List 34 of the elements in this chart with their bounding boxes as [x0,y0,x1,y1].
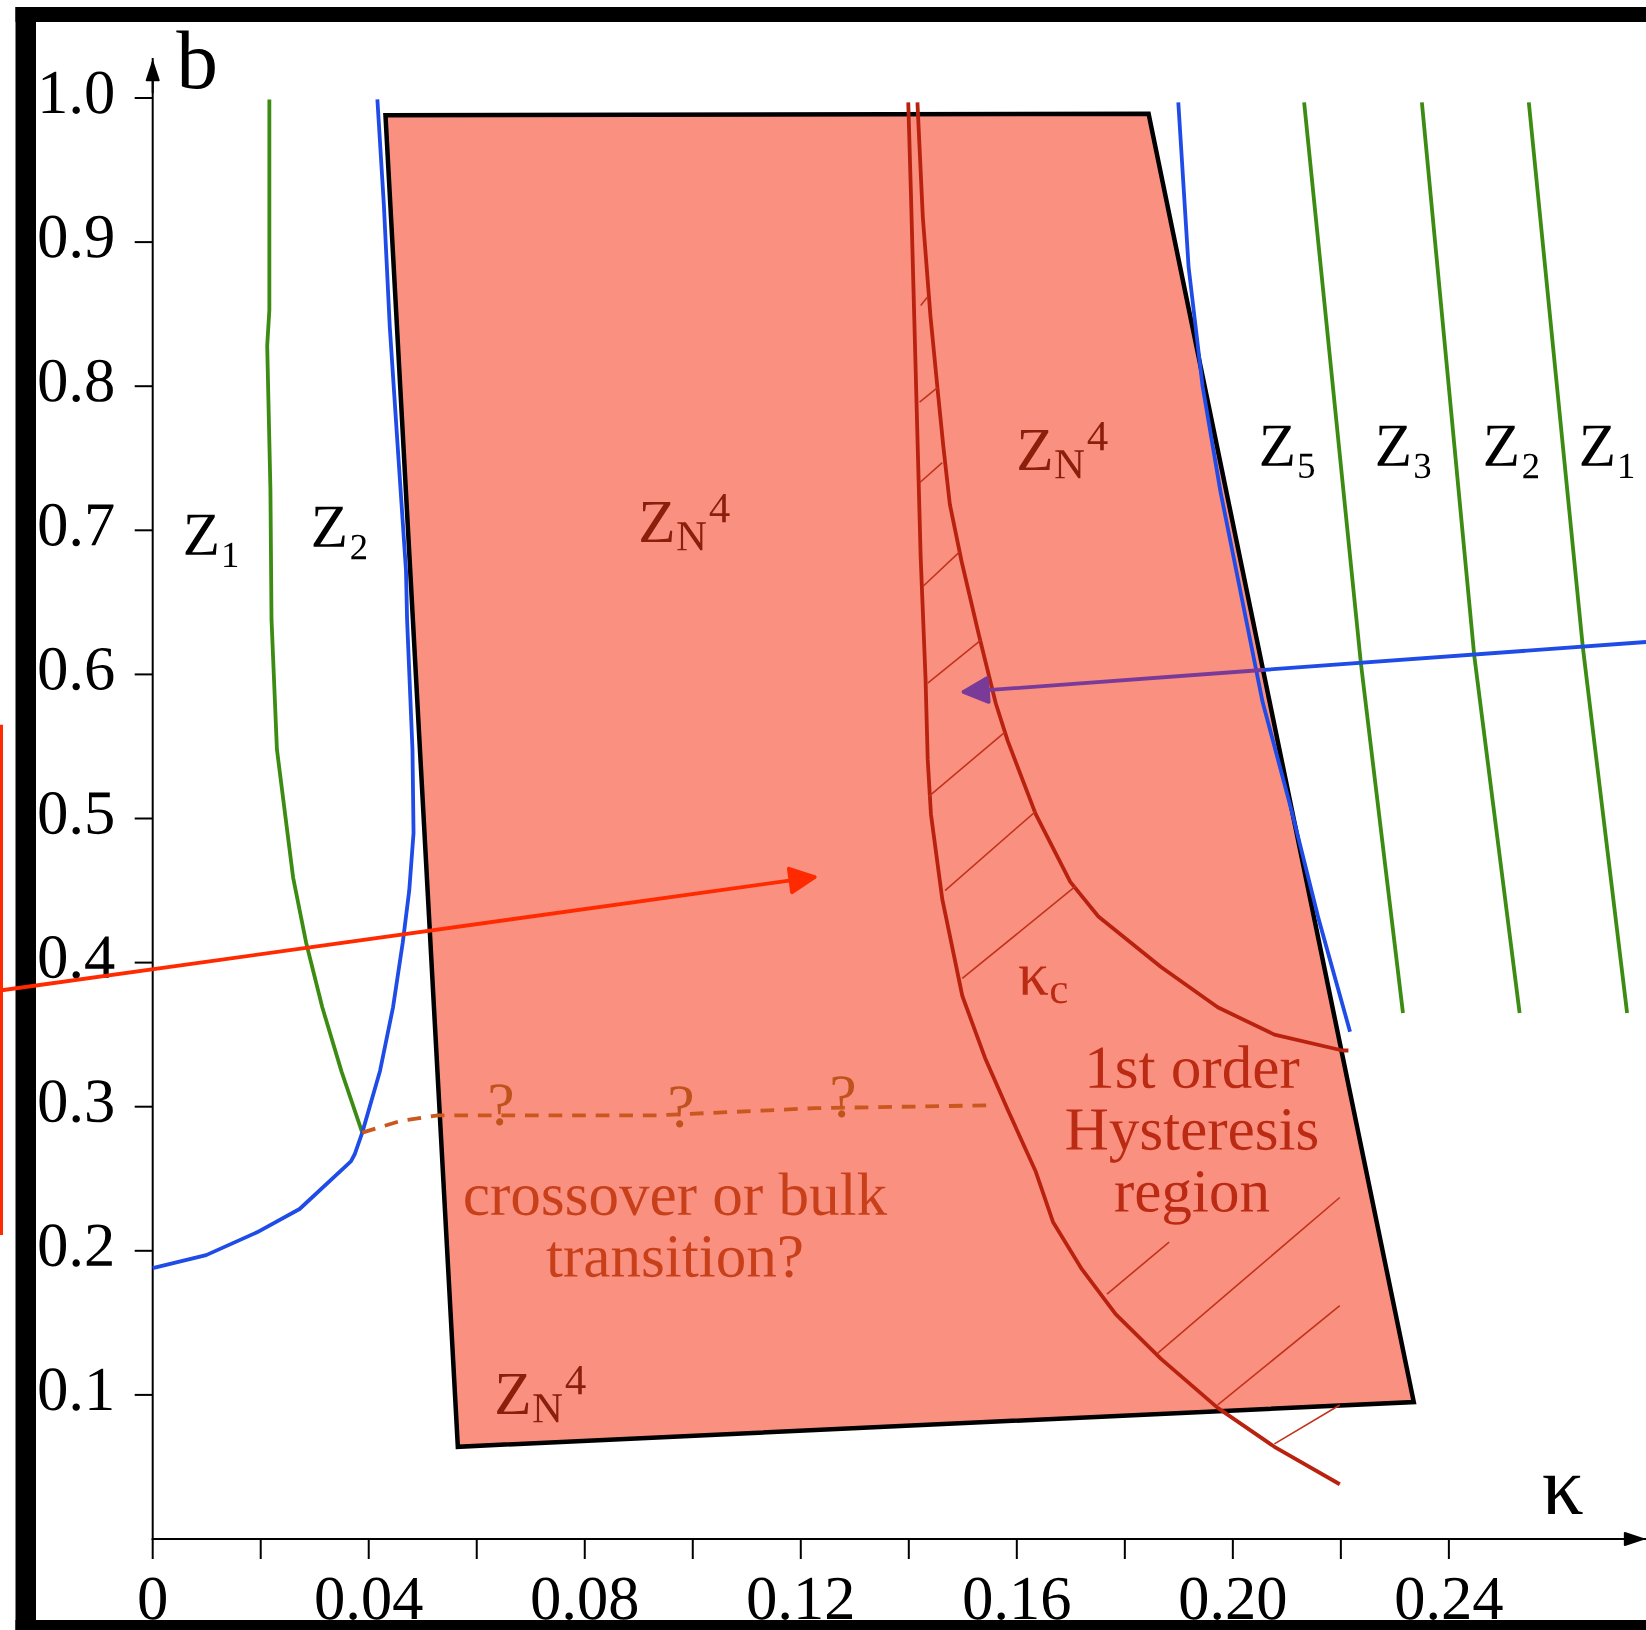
x-tick-label: 0.16 [964,1577,1070,1620]
annotation: ? [490,1084,513,1126]
annotation: Z₂ [313,506,366,560]
annotation: Z₁ [1581,425,1634,478]
y-tick-label: 0.7 [39,503,114,547]
x-tick-label: 0.20 [1180,1577,1286,1620]
annotation: Z₃ [1377,425,1431,479]
annotation: 1st order Hysteresis region [1066,1045,1318,1225]
annotation: Z$_{N}$$^{4}$ [1019,422,1108,479]
y-axis-title: b [176,30,215,90]
x-tick-label: 0.08 [532,1577,638,1620]
y-tick-label: 0.6 [39,647,114,691]
x-tick-label: 0 [139,1577,166,1620]
annotation: Z₂ [1485,425,1538,479]
annotation: κ$_{c}$ [1019,966,1067,1004]
y-tick-label: 0.5 [39,791,113,835]
x-tick-label: 0.24 [1396,1577,1503,1620]
y-tick-label: 0.1 [39,1368,112,1411]
annotation: crossover or bulk transition? [465,1172,888,1278]
annotation: Z$_{N}$$^{4}$ [641,494,730,551]
x-axis-title: κ [1543,1475,1583,1514]
annotation: Z$_{N}$$^{4}$ [497,1366,586,1423]
y-tick-label: 0.8 [39,359,113,403]
y-tick-label: 0.2 [39,1224,112,1267]
x-tick-label: 0.12 [748,1577,853,1620]
y-tick-label: 0.9 [39,215,113,259]
y-tick-label: 0.3 [39,1080,113,1123]
y-tick-label: 1.0 [42,71,113,114]
y-tick-label: 0.4 [39,936,115,979]
annotation: Z₁ [185,514,238,567]
annotation: ? [832,1076,855,1118]
x-tick-label: 0.04 [316,1577,423,1620]
annotation: Z₅ [1261,425,1315,479]
annotation: ? [670,1086,693,1128]
